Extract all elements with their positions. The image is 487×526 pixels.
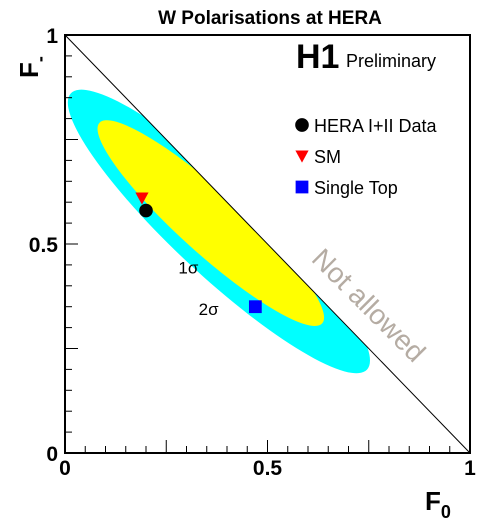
y-axis-label-sub: - [30,56,50,62]
y-tick-label: 0 [46,443,58,466]
x-axis-label-sub: 0 [441,502,451,522]
legend-label-single-top: Single Top [314,178,398,198]
point-single-top [248,300,262,314]
legend-marker-hera-i-ii-data [295,118,309,132]
x-axis-label: F0 [425,486,451,522]
x-axis-label-main: F [425,486,441,516]
point-sm [135,192,149,205]
confidence-contours [65,35,470,453]
x-tick-label: 1 [464,457,476,480]
contour-1sigma [97,120,325,326]
data-points [135,192,262,314]
legend-label-hera-i-ii-data: HERA I+II Data [314,116,438,136]
contour-annotations: 1σ 2σ [178,258,219,319]
point-hera-i-ii-data [139,203,153,218]
y-axis-label-main: F [14,62,44,78]
x-tick-label: 0.5 [253,457,283,480]
y-tick-label: 0.5 [29,234,59,257]
status-label: Preliminary [346,51,436,71]
legend-marker-sm [295,150,309,163]
y-tick-label: 1 [46,25,58,48]
legend-marker-single-top [295,180,309,194]
y-axis-label: F- [14,56,50,78]
physical-boundary-line [64,34,471,454]
x-tick-label: 0 [59,457,71,480]
contour-annotation: 1σ [178,258,198,277]
experiment-label: H1 [296,38,339,76]
tick-labels: 0 0.5 1 0 0.5 1 [29,25,476,480]
chart-title: W Polarisations at HERA [158,8,382,29]
legend-label-sm: SM [314,147,341,167]
axis-ticks [64,34,471,454]
contour-annotation: 2σ [199,300,219,319]
legend: HERA I+II Data SM Single Top [295,116,438,198]
